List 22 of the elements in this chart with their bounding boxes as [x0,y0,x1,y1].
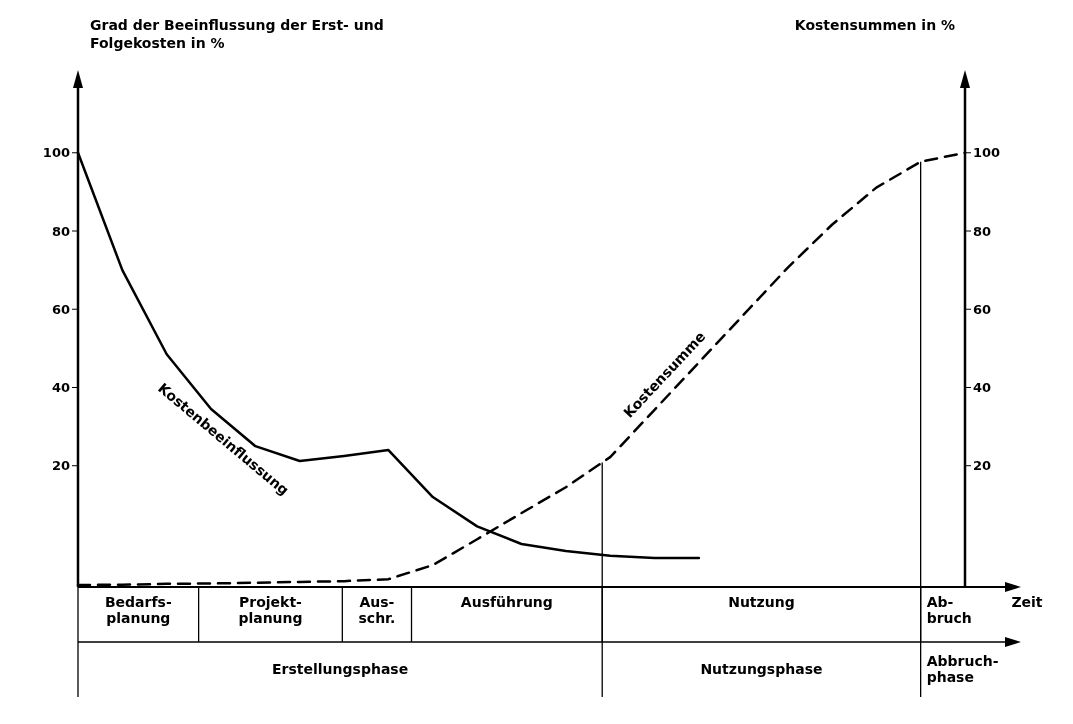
y-tick-label: 100 [42,145,70,161]
text: Bedarfs- planung [104,594,172,627]
y-tick-label: 80 [51,223,70,239]
y-tick-label: 40 [51,380,70,396]
y2-tick-label: 80 [973,223,992,239]
y-axis-title: Grad der Beeinflussung der Erst- und Folgekosten in % [90,16,385,52]
y2-tick-label: 20 [973,458,992,474]
text: Ab- bruch [926,594,972,627]
y2-tick-label: 60 [973,301,992,317]
text: Ausführung [460,594,553,610]
y2-axis-title: Kostensummen in % [794,17,955,33]
text: Abbruch- phase [926,653,999,686]
text: Erstellungsphase [272,661,409,677]
text: Aus- schr. [358,594,396,627]
text: Nutzungsphase [700,661,823,677]
text: Projekt- planung [238,594,303,627]
text: Nutzung [728,594,795,610]
y2-tick-label: 100 [973,145,1001,161]
y-tick-label: 20 [51,458,70,474]
x-axis-title: Zeit [1011,594,1043,610]
y-tick-label: 60 [51,301,70,317]
y2-tick-label: 40 [973,380,992,396]
